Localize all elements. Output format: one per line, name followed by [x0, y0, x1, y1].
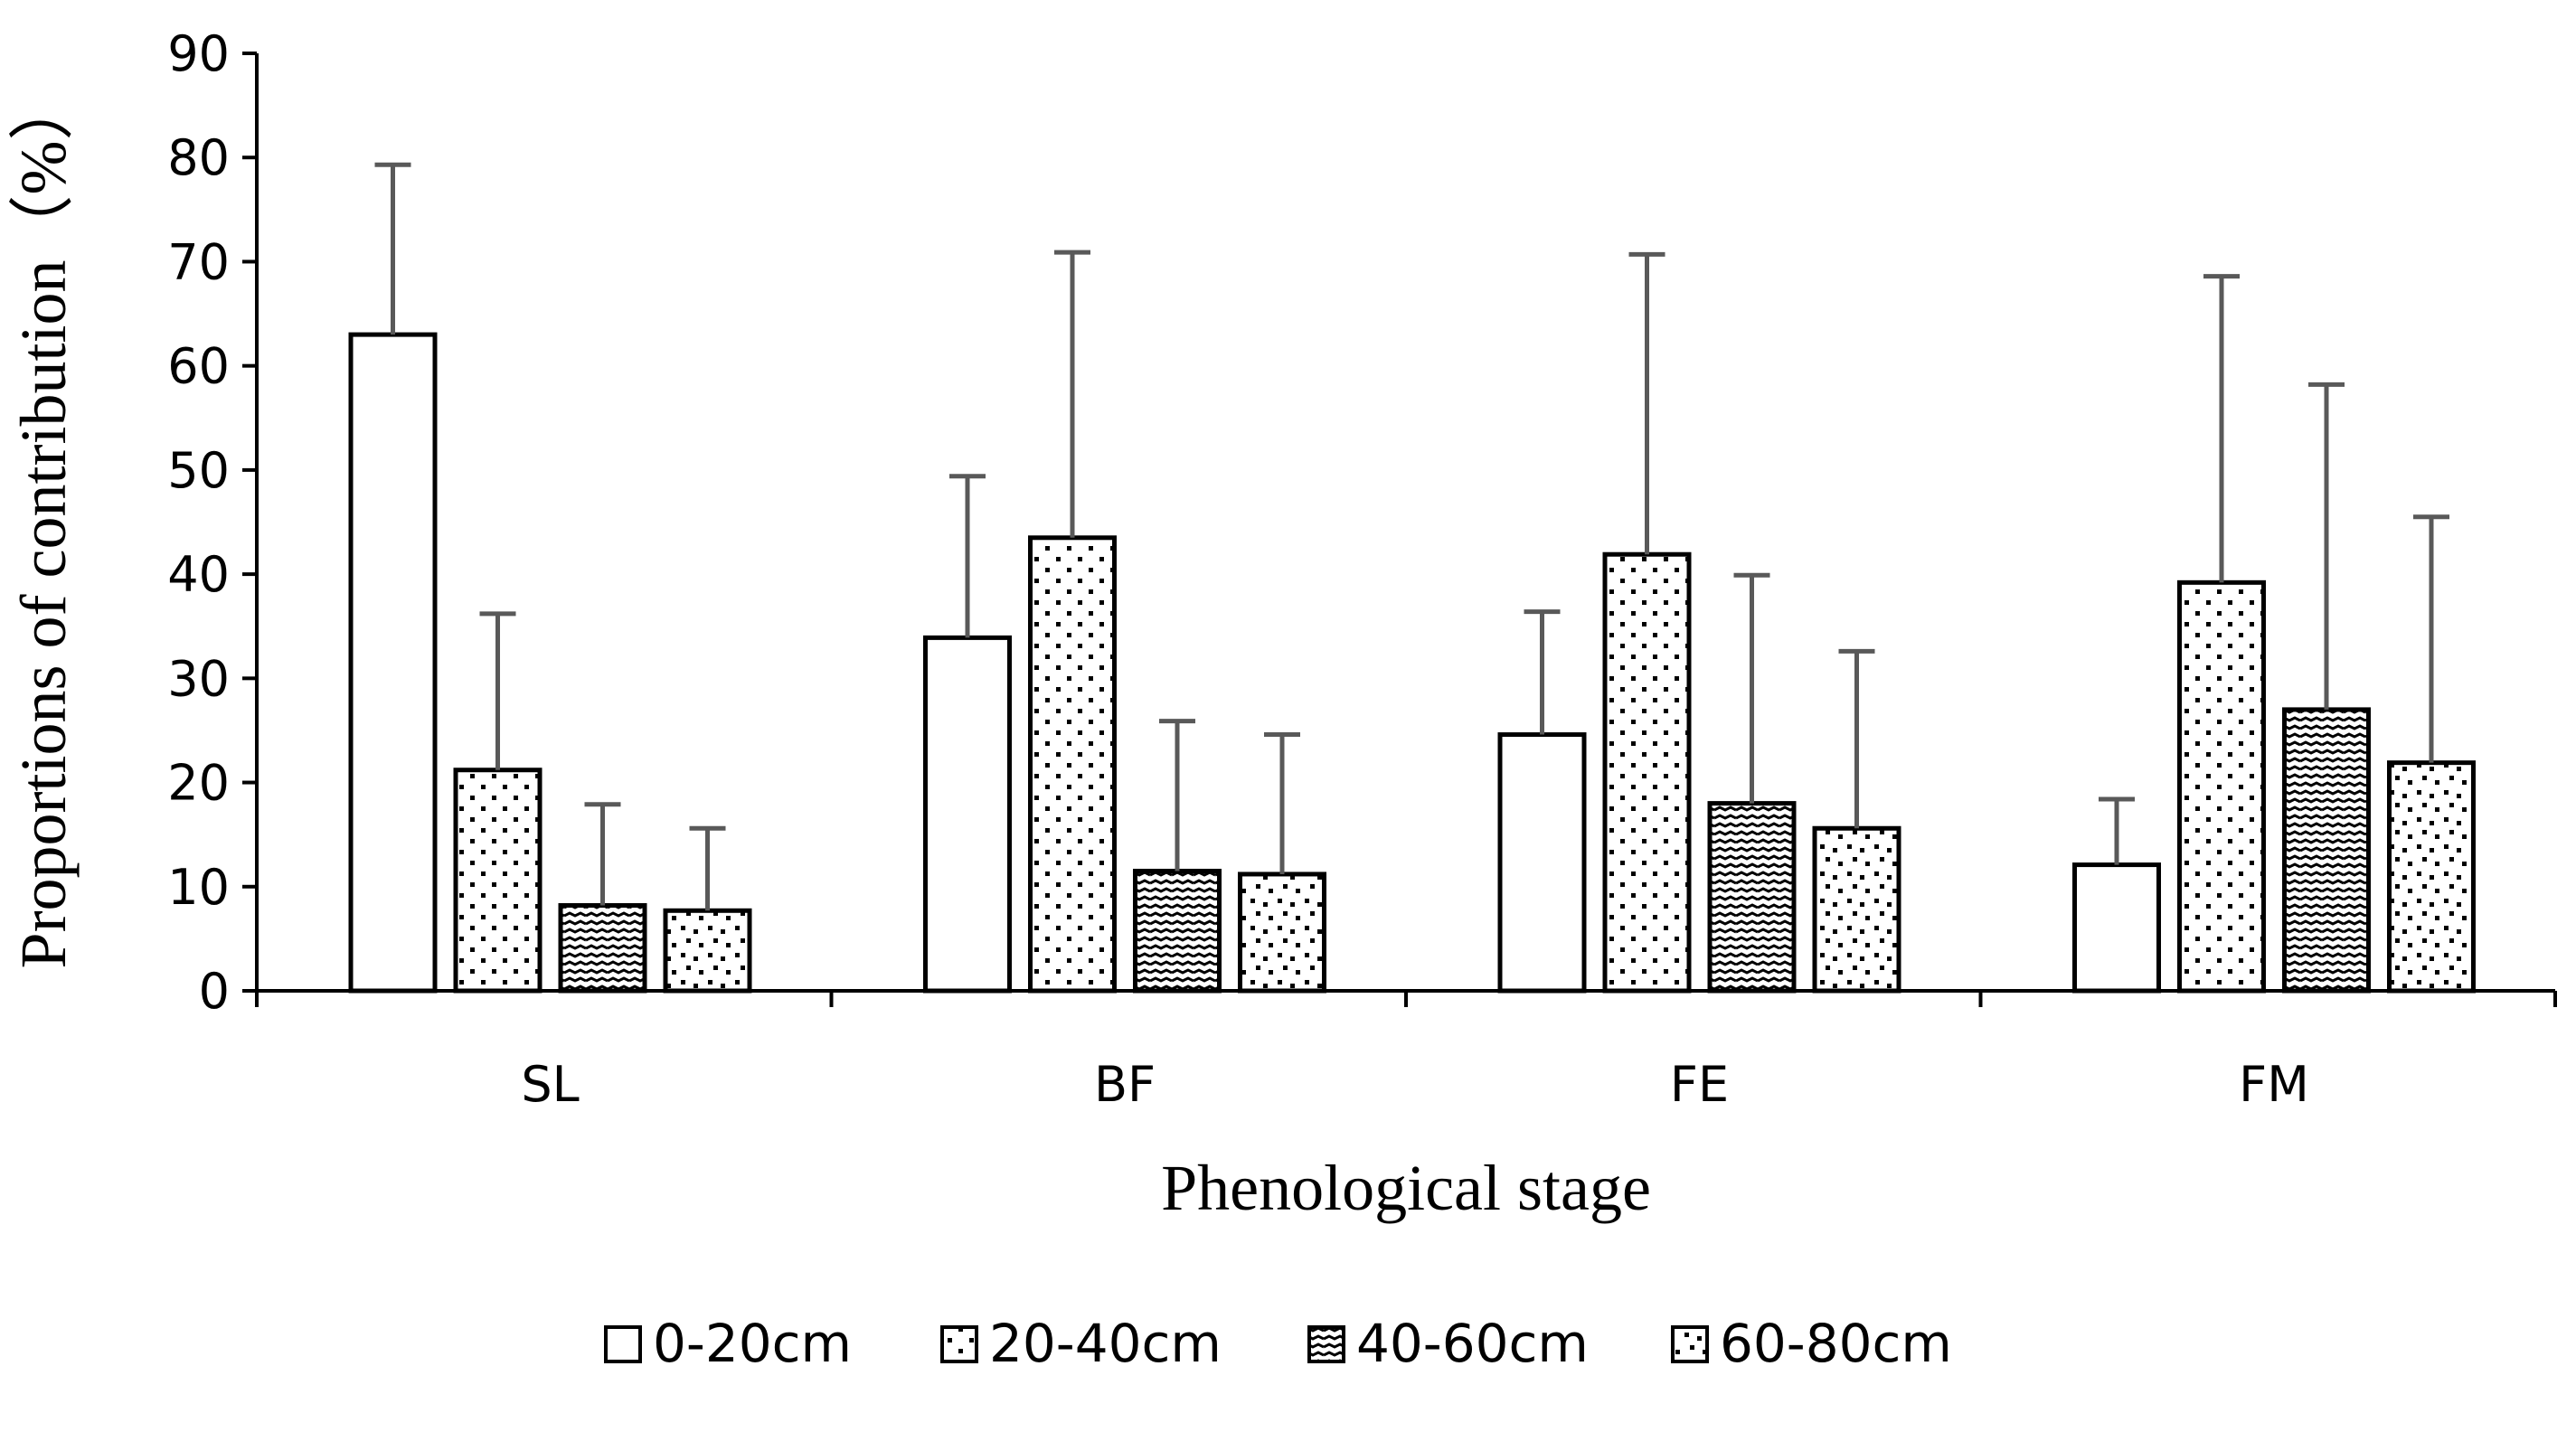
- y-axis-title: Proportions of contribution（%）: [7, 76, 80, 969]
- bar-fm-0-20cm: [2072, 862, 2161, 994]
- bar-sl-40-60cm: [558, 903, 647, 994]
- x-axis-title: Phenological stage: [1161, 1152, 1651, 1224]
- y-tick-label: 40: [167, 546, 230, 603]
- bar-fm-40-60cm: [2282, 707, 2371, 994]
- legend-label-0-20cm: 0-20cm: [653, 1313, 852, 1374]
- bar-fe-0-20cm: [1497, 732, 1587, 994]
- legend: 0-20cm 20-40cm 40-60cm 60-80cm: [604, 1313, 1952, 1374]
- bar-sl-60-80cm: [663, 908, 752, 994]
- bar-fm-60-80cm: [2387, 760, 2476, 994]
- x-tick-label-bf: BF: [1094, 1056, 1156, 1113]
- y-tick-label: 10: [167, 859, 230, 916]
- y-tick-label: 80: [167, 129, 230, 186]
- bar-bf-60-80cm: [1238, 871, 1326, 994]
- y-tick-label: 60: [167, 338, 230, 395]
- y-tick-label: 70: [167, 233, 230, 290]
- bar-fe-20-40cm: [1602, 551, 1692, 994]
- bar-fe-60-80cm: [1812, 825, 1901, 994]
- y-tick-label: 0: [199, 963, 230, 1020]
- bar-fm-20-40cm: [2177, 579, 2266, 994]
- legend-label-40-60cm: 40-60cm: [1356, 1313, 1589, 1374]
- y-tick-label: 30: [167, 650, 230, 707]
- x-tick-label-sl: SL: [521, 1056, 579, 1113]
- bar-bf-0-20cm: [923, 635, 1012, 994]
- y-tick-label: 50: [167, 442, 230, 499]
- legend-swatch-20-40cm: [940, 1325, 978, 1363]
- bar-sl-0-20cm: [348, 332, 438, 994]
- bar-bf-40-60cm: [1133, 868, 1222, 994]
- y-tick-label: 20: [167, 755, 230, 812]
- bar-sl-20-40cm: [453, 768, 543, 994]
- y-tick-label: 90: [167, 25, 230, 82]
- x-tick-label-fm: FM: [2239, 1056, 2309, 1113]
- legend-swatch-60-80cm: [1671, 1325, 1709, 1363]
- legend-swatch-40-60cm: [1307, 1325, 1345, 1363]
- legend-swatch-0-20cm: [604, 1325, 642, 1363]
- bar-fe-40-60cm: [1707, 801, 1797, 994]
- x-tick-label-fe: FE: [1670, 1056, 1729, 1113]
- legend-label-20-40cm: 20-40cm: [989, 1313, 1222, 1374]
- legend-label-60-80cm: 60-80cm: [1720, 1313, 1952, 1374]
- bar-bf-20-40cm: [1028, 535, 1117, 994]
